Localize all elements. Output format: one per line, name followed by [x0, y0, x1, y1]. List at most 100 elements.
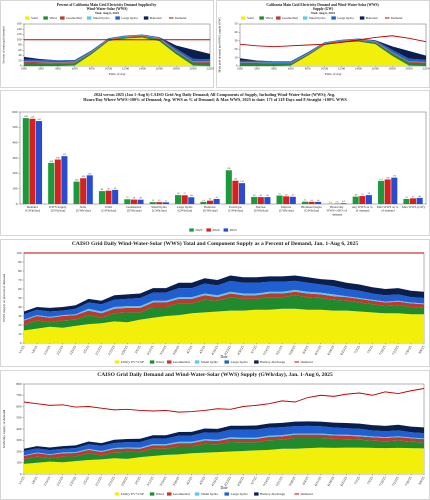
bar	[80, 178, 87, 204]
legend-label: Large hydro	[230, 492, 248, 496]
legend-label: Geothermal	[282, 16, 298, 20]
bar-value-label: 40	[418, 195, 421, 198]
bar	[162, 202, 169, 204]
y-tick-label: 70	[18, 278, 22, 282]
bar	[105, 190, 112, 204]
legend-label: Utility PV+CSP	[121, 492, 144, 496]
x-tick-label: 7/9/25	[366, 345, 374, 355]
legend-label: Wind	[156, 360, 164, 364]
chart-title: California Main Grid Electricity Demand …	[266, 3, 379, 11]
x-tick-label: 5/7/25	[250, 476, 258, 486]
x-tick-label: 4:00	[271, 67, 277, 71]
chart-subtitle: Wed. Aug 6, 2025	[311, 11, 335, 15]
x-tick-label: 5/7/25	[250, 345, 258, 355]
chart-title: Percent of California Main Grid Electric…	[57, 3, 157, 11]
x-tick-label: 18:00	[173, 67, 181, 71]
bar	[283, 196, 290, 204]
bar-value-label: 37	[412, 195, 415, 198]
y-tick-label: 140	[17, 27, 22, 31]
chart-title: CAISO Grid Daily Demand and Wind-Water-S…	[97, 371, 333, 378]
bar-value-label: 560	[24, 115, 28, 118]
area-series	[24, 438, 424, 464]
x-tick-label: Fossil gas (GWh/day)	[228, 205, 243, 213]
legend-swatch	[194, 492, 200, 496]
legend-swatch	[259, 16, 264, 20]
x-tick-label: Batteries (GWh/day)	[203, 205, 218, 213]
area-series	[24, 34, 210, 61]
bar	[200, 201, 207, 204]
bar-value-label: 268	[49, 160, 53, 163]
area-series	[24, 37, 210, 66]
bar	[188, 197, 195, 204]
y-tick-label: 40	[18, 305, 22, 309]
bar	[403, 198, 410, 204]
bar	[276, 195, 283, 204]
legend-label: Large hydro	[121, 16, 138, 20]
x-axis-label: Time of day	[108, 72, 125, 76]
x-tick-label: 6/4/25	[302, 476, 310, 486]
legend-swatch	[194, 360, 200, 364]
bar-value-label: 33	[405, 196, 408, 199]
y-tick-label: 30	[234, 39, 238, 43]
bar-value-label: 15	[304, 199, 307, 202]
area-series	[24, 308, 424, 343]
legend-label: 2023	[195, 228, 202, 232]
legend-swatch	[240, 16, 246, 20]
x-tick-label: 1/22/25	[56, 345, 65, 356]
x-tick-label: 2/5/25	[82, 476, 90, 486]
x-tick-label: 7/23/25	[391, 345, 400, 356]
legend-label: Batteries	[366, 16, 379, 20]
legend-swatch	[359, 16, 365, 20]
y-tick-label: 0	[20, 341, 22, 345]
y-tick-label: 500	[16, 416, 21, 420]
y-tick-label: 600	[16, 404, 21, 408]
bar-value-label: 45	[260, 194, 263, 197]
legend-label: Geothermal	[173, 360, 190, 364]
bar-value-label: 290	[56, 156, 60, 159]
y-tick-label: 20	[18, 58, 22, 62]
x-tick-label: 5/28/25	[288, 345, 297, 356]
legend-swatch	[114, 492, 120, 496]
x-tick-label: 1/29/25	[69, 345, 78, 356]
x-tick-label: 6/18/25	[327, 345, 336, 356]
y-tick-label: 0	[16, 202, 18, 206]
y-tick-label: 300	[12, 156, 17, 160]
bar-value-label: 22	[209, 198, 212, 201]
x-tick-label: 2/26/25	[120, 476, 129, 487]
bar-value-label: 48	[355, 194, 358, 197]
bar	[86, 175, 93, 204]
legend-swatch	[115, 16, 120, 20]
y-tick-label: 60	[18, 48, 22, 52]
x-tick-label: 20:00	[189, 67, 197, 71]
bar-value-label: 11	[165, 199, 168, 202]
legend-label: Small hydro	[201, 492, 219, 496]
x-tick-label: 22:00	[206, 67, 214, 71]
x-tick-label: 6:00	[72, 67, 78, 71]
legend-swatch	[276, 16, 281, 20]
bar	[340, 203, 347, 204]
bar	[410, 198, 417, 204]
y-axis-label: Main grid demand and WWS supply (GW)	[218, 17, 222, 72]
x-tick-label: 2/12/25	[94, 345, 103, 356]
x-tick-label: 1/29/25	[69, 476, 78, 487]
bar-value-label: 58	[177, 192, 180, 195]
x-tick-label: 5/14/25	[262, 476, 271, 487]
x-tick-label: Max WWS as % of demand	[377, 205, 399, 213]
x-tick-label: 4/23/25	[223, 345, 232, 356]
legend-label: 2025	[230, 228, 237, 232]
legend-label: Batteries	[150, 16, 163, 20]
bar	[251, 196, 258, 204]
x-tick-label: 6/11/25	[314, 476, 323, 487]
x-tick-label: 14:00	[355, 67, 363, 71]
area-series	[24, 421, 424, 452]
x-tick-label: Avg WWS as % of demand	[352, 205, 374, 213]
x-tick-label: 2:00	[254, 67, 260, 71]
bar	[61, 156, 68, 204]
bar-value-label: 44	[190, 194, 193, 197]
legend-label: Battery discharge	[260, 492, 285, 496]
bar-value-label: 33	[215, 196, 218, 199]
area-series	[240, 41, 426, 66]
legend-label: Demand	[300, 360, 312, 364]
x-tick-label: 8/6/25	[418, 345, 426, 355]
